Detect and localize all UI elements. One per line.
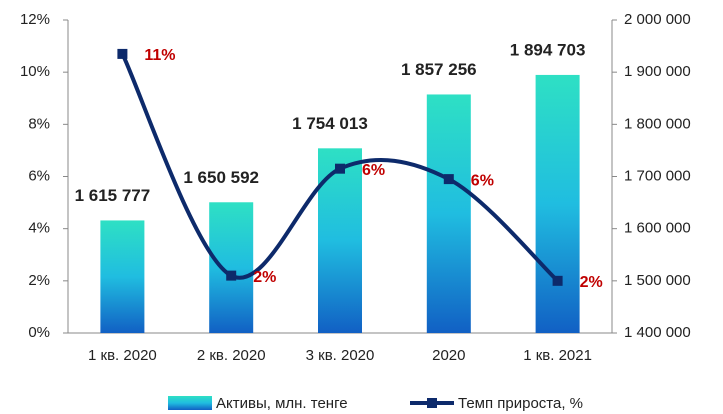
y2-tick-label: 1 600 000 [624, 220, 691, 237]
bar [100, 220, 145, 333]
bar-value-label: 1 857 256 [401, 60, 477, 79]
y-tick-label: 0% [28, 324, 50, 341]
bar-value-label: 1 650 592 [183, 168, 259, 187]
y2-tick-label: 2 000 000 [624, 11, 691, 28]
y-tick-label: 10% [20, 63, 50, 80]
legend-label: Темп прироста, % [458, 395, 583, 412]
line-value-label: 6% [471, 172, 494, 189]
line-marker [226, 270, 237, 281]
x-tick-label: 1 кв. 2020 [88, 347, 157, 364]
bar-value-label: 1 894 703 [510, 40, 586, 59]
line-marker [117, 48, 128, 59]
line-value-label: 2% [580, 274, 603, 291]
bar [318, 148, 362, 333]
legend-label: Активы, млн. тенге [216, 395, 348, 412]
line-marker [335, 163, 345, 174]
y-tick-label: 8% [28, 115, 50, 132]
bar [209, 202, 254, 333]
y-tick-label: 6% [28, 167, 50, 184]
y-tick-label: 12% [20, 11, 50, 28]
line-value-label: 6% [362, 162, 385, 179]
y2-tick-label: 1 400 000 [624, 324, 691, 341]
line-value-label: 11% [144, 47, 175, 64]
y2-tick-label: 1 500 000 [624, 272, 691, 289]
legend-swatch [427, 398, 437, 408]
x-tick-label: 2020 [432, 347, 465, 364]
line-marker [443, 174, 454, 185]
y2-tick-label: 1 900 000 [624, 63, 691, 80]
bar-value-label: 1 615 777 [75, 186, 151, 205]
y-tick-label: 2% [28, 272, 50, 289]
line [120, 53, 559, 283]
y2-tick-label: 1 700 000 [624, 167, 691, 184]
y-tick-label: 4% [28, 220, 50, 237]
x-tick-label: 1 кв. 2021 [523, 347, 592, 364]
line-marker [552, 275, 563, 286]
legend-swatch [168, 396, 212, 410]
y2-tick-label: 1 800 000 [624, 115, 691, 132]
x-tick-label: 3 кв. 2020 [306, 347, 375, 364]
bar [426, 94, 471, 334]
line-value-label: 2% [253, 269, 276, 286]
bar [535, 74, 580, 333]
x-tick-label: 2 кв. 2020 [197, 347, 266, 364]
bar-value-label: 1 754 013 [292, 114, 368, 133]
